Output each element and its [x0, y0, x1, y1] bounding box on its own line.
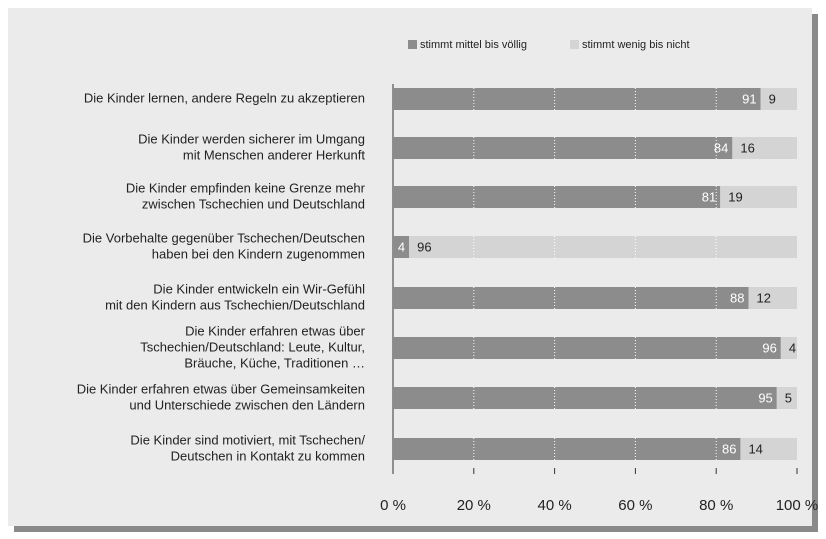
category-label: Bräuche, Küche, Traditionen … [184, 355, 365, 370]
category-label: Die Vorbehalte gegenüber Tschechen/Deuts… [83, 230, 365, 245]
value-label: 12 [757, 290, 771, 305]
legend-swatch [570, 40, 579, 49]
bar-segment [393, 186, 721, 208]
bar-segment [409, 236, 797, 258]
category-label: Die Kinder werden sicherer im Umgang [138, 131, 365, 146]
x-tick-label: 40 % [537, 497, 571, 514]
value-label: 9 [769, 91, 776, 106]
category-label: mit den Kindern aus Tschechien/Deutschla… [105, 297, 365, 312]
value-label: 88 [730, 290, 744, 305]
x-tick-label: 60 % [618, 497, 652, 514]
value-label: 14 [748, 441, 762, 456]
value-label: 95 [758, 390, 772, 405]
value-label: 96 [762, 340, 776, 355]
value-label: 16 [740, 140, 754, 155]
value-label: 81 [702, 189, 716, 204]
value-label: 91 [742, 91, 756, 106]
category-label: zwischen Tschechien und Deutschland [142, 196, 365, 211]
x-tick-label: 80 % [699, 497, 733, 514]
bar-segment [393, 438, 741, 460]
category-label: Tschechien/Deutschland: Leute, Kultur, [140, 339, 365, 354]
bar-segment [732, 137, 797, 159]
legend-label: stimmt wenig bis nicht [582, 39, 690, 51]
category-label: Die Kinder empfinden keine Grenze mehr [126, 180, 366, 195]
bar-segment [393, 88, 761, 110]
legend-label: stimmt mittel bis völlig [420, 39, 527, 51]
category-label: und Unterschiede zwischen den Ländern [129, 397, 365, 412]
x-tick-label: 100 % [776, 497, 819, 514]
bar-segment [393, 287, 749, 309]
bar-segment [720, 186, 797, 208]
category-label: Die Kinder lernen, andere Regeln zu akze… [84, 90, 365, 105]
bar-segment [393, 337, 781, 359]
bar-segment [776, 387, 797, 409]
bar-segment [393, 236, 410, 258]
category-label: Die Kinder erfahren etwas über Gemeinsam… [77, 381, 365, 396]
value-label: 4 [789, 340, 796, 355]
category-label: Deutschen in Kontakt zu kommen [171, 448, 365, 463]
bar-segment [740, 438, 797, 460]
bar-segment [748, 287, 797, 309]
value-label: 5 [785, 390, 792, 405]
value-label: 19 [728, 189, 742, 204]
x-tick-label: 0 % [380, 497, 406, 514]
value-label: 96 [417, 239, 431, 254]
category-label: haben bei den Kindern zugenommen [152, 246, 365, 261]
bar-segment [393, 387, 777, 409]
value-label: 84 [714, 140, 728, 155]
bar-segment [760, 88, 797, 110]
category-label: Die Kinder erfahren etwas über [185, 323, 366, 338]
category-label: mit Menschen anderer Herkunft [183, 147, 365, 162]
category-label: Die Kinder entwickeln ein Wir-Gefühl [153, 281, 365, 296]
value-label: 4 [398, 239, 405, 254]
x-tick-label: 20 % [457, 497, 491, 514]
legend-swatch [408, 40, 417, 49]
category-label: Die Kinder sind motiviert, mit Tschechen… [130, 432, 365, 447]
bar-segment [393, 137, 733, 159]
value-label: 86 [722, 441, 736, 456]
bar-segment [780, 337, 797, 359]
